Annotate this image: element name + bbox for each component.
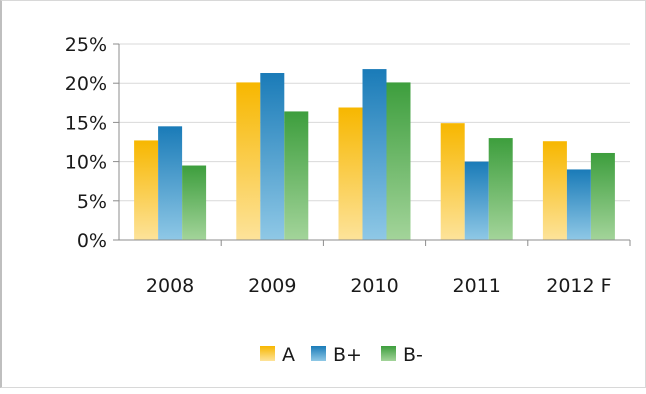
y-tick-label: 0% — [77, 230, 107, 252]
bar-b-minus-2011 — [488, 138, 513, 240]
y-tick-label: 15% — [65, 112, 107, 134]
bar-b-plus-2010 — [362, 69, 387, 240]
bar-a-2009 — [236, 82, 261, 240]
y-tick-label: 10% — [65, 152, 107, 174]
bars — [134, 69, 615, 241]
y-tick-label: 5% — [77, 191, 107, 213]
bar-b-minus-2012-f — [590, 152, 615, 240]
bar-b-plus-2011 — [464, 161, 489, 240]
y-axis-tick-labels: 0% 5% 10% 15% 20% 25% — [65, 34, 107, 252]
bar-b-plus-2012-f — [566, 169, 591, 240]
bar-b-minus-2008 — [182, 165, 207, 240]
bar-b-minus-2010 — [386, 82, 411, 240]
legend: A B+ B- — [260, 344, 423, 366]
x-tick-label: 2011 — [453, 275, 501, 297]
bar-b-minus-2009 — [284, 111, 309, 240]
bar-a-2010 — [338, 107, 363, 240]
bar-b-plus-2008 — [158, 126, 183, 240]
x-tick-label: 2008 — [146, 275, 194, 297]
bar-a-2012-f — [542, 141, 567, 240]
bar-b-plus-2009 — [260, 73, 285, 241]
y-tick-label: 20% — [65, 73, 107, 95]
legend-swatch — [381, 346, 396, 361]
legend-swatch — [260, 346, 275, 361]
bar-a-2008 — [134, 140, 159, 240]
x-tick-label: 2012 F — [546, 275, 611, 297]
x-tick-label: 2010 — [350, 275, 398, 297]
legend-label: A — [282, 344, 295, 366]
axes — [113, 43, 631, 246]
legend-swatch — [311, 346, 326, 361]
bar-a-2011 — [440, 123, 465, 240]
legend-label: B- — [403, 344, 423, 366]
y-tick-label: 25% — [65, 34, 107, 56]
legend-label: B+ — [333, 344, 362, 366]
x-axis-tick-labels: 2008 2009 2010 2011 2012 F — [146, 275, 612, 297]
x-tick-label: 2009 — [248, 275, 296, 297]
